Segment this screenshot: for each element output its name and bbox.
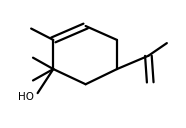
Text: HO: HO: [18, 92, 34, 102]
